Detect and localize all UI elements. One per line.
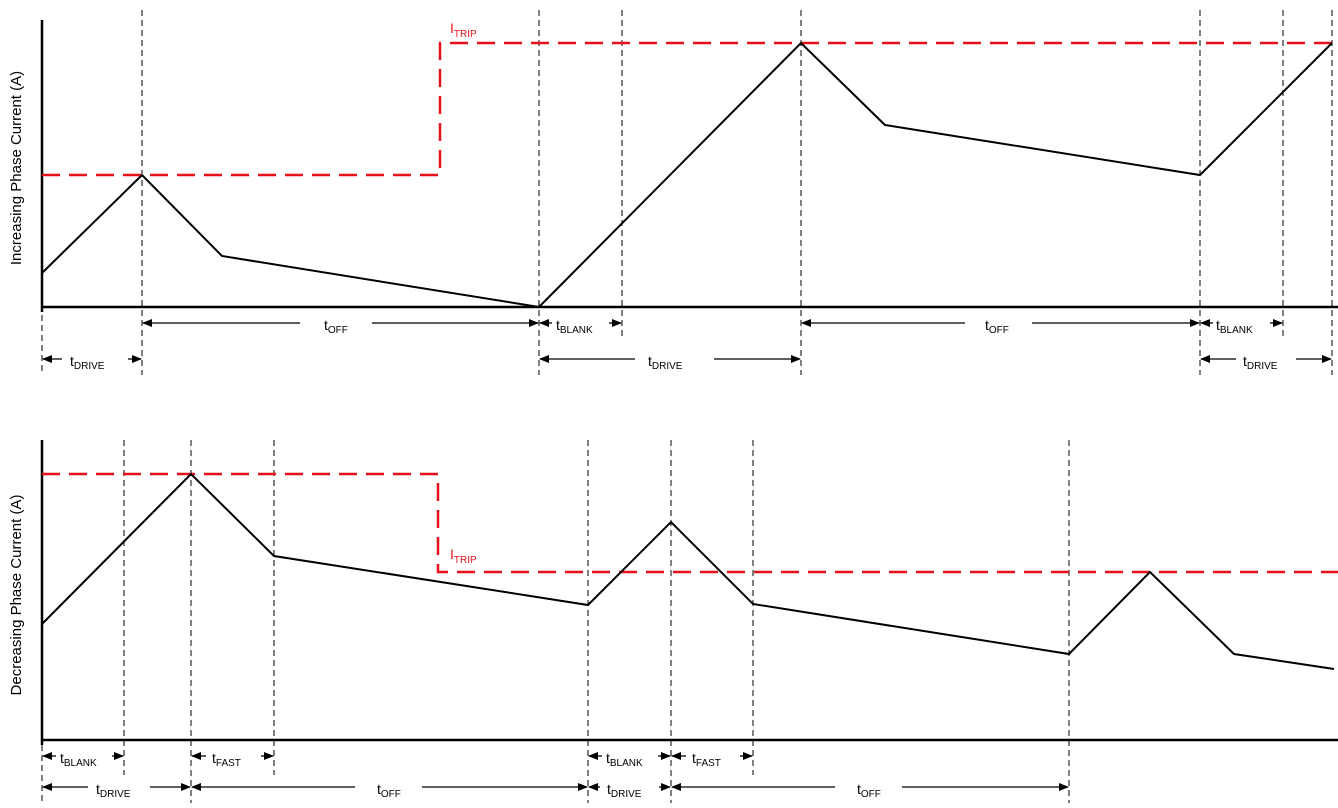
interval-label-toff: tOFF — [324, 317, 348, 336]
interval-label-tdrive: tDRIVE — [607, 781, 642, 800]
current-waveform — [41, 472, 1335, 670]
interval-label-tdrive: tDRIVE — [1243, 353, 1278, 372]
itrip-line — [42, 41, 1338, 177]
itrip-label: ITRIP — [450, 20, 477, 40]
interval-label-tblank: tBLANK — [556, 317, 593, 336]
interval-arrows — [42, 752, 1069, 791]
current-waveform — [41, 41, 1333, 309]
panel-increasing: ITRIP tOFF t — [8, 10, 1338, 375]
itrip-label: ITRIP — [450, 546, 477, 566]
interval-label-toff: tOFF — [857, 781, 881, 800]
interval-label-tdrive: tDRIVE — [648, 353, 683, 372]
interval-arrows — [42, 319, 1332, 363]
interval-label-tblank: tBLANK — [1216, 317, 1253, 336]
interval-label-toff: tOFF — [985, 317, 1009, 336]
interval-label-tdrive: tDRIVE — [96, 781, 131, 800]
itrip-line — [42, 472, 1338, 574]
y-axis-label: Increasing Phase Current (A) — [8, 71, 25, 265]
interval-label-tblank: tBLANK — [60, 750, 97, 769]
interval-label-tdrive: tDRIVE — [70, 353, 105, 372]
y-axis-label: Decreasing Phase Current (A) — [8, 495, 25, 696]
interval-label-toff: tOFF — [377, 781, 401, 800]
interval-label-tfast: tFAST — [692, 750, 721, 769]
interval-label-tblank: tBLANK — [606, 750, 643, 769]
interval-label-tfast: tFAST — [212, 750, 241, 769]
panel-decreasing: ITRIP tBLA — [8, 440, 1338, 803]
guide-lines — [41, 440, 1070, 803]
guide-lines — [41, 10, 1333, 375]
